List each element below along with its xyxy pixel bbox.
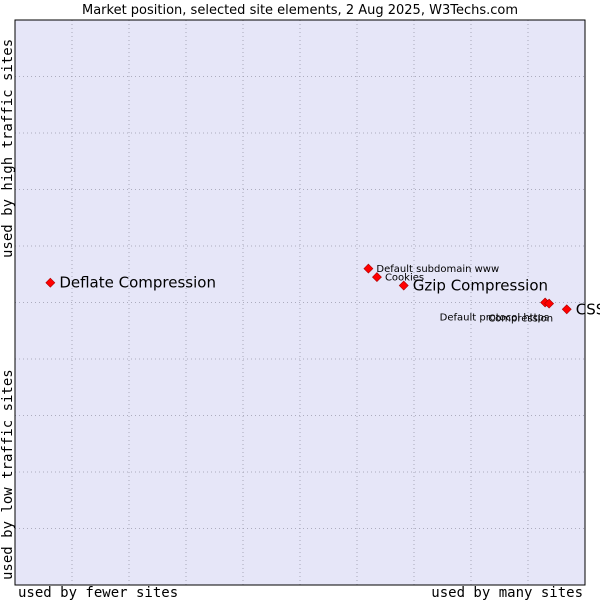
y-axis-label-bottom: used by low traffic sites <box>0 369 16 580</box>
data-point-label: Compression <box>488 314 553 325</box>
x-axis-label-right: used by many sites <box>431 585 583 600</box>
data-point: Compression <box>488 298 555 325</box>
grid-lines <box>15 20 585 585</box>
data-point-marker <box>45 277 56 288</box>
data-point-label: Default protocol https <box>440 313 549 324</box>
data-point-marker <box>398 280 409 291</box>
data-point-label: Gzip Compression <box>413 277 548 295</box>
data-point-label: CSS <box>576 300 600 318</box>
data-point: Gzip Compression <box>398 277 548 295</box>
data-point-marker <box>363 263 374 274</box>
data-point: Cookies <box>372 272 424 284</box>
plot-border <box>14 19 586 586</box>
data-point-label: Cookies <box>385 273 424 284</box>
x-axis-label-left: used by fewer sites <box>18 585 178 600</box>
data-point-marker <box>544 298 555 309</box>
data-point: CSS <box>561 300 600 318</box>
chart-title: Market position, selected site elements,… <box>82 3 518 18</box>
y-axis-label-top: used by high traffic sites <box>0 39 16 258</box>
data-point-label: Default subdomain www <box>376 264 499 275</box>
data-point-label: Deflate Compression <box>59 274 216 292</box>
data-point-marker <box>561 304 572 315</box>
data-points: Deflate Compression Default subdomain www… <box>45 263 600 325</box>
data-point: Deflate Compression <box>45 274 216 292</box>
data-point: Default subdomain www <box>363 263 499 275</box>
data-point-marker <box>372 272 382 282</box>
